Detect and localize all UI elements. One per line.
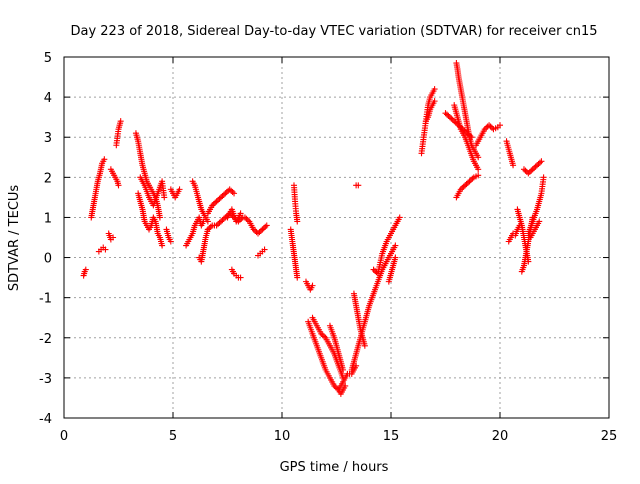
data-point [355, 182, 362, 189]
data-point [261, 246, 268, 253]
data-point [294, 218, 301, 225]
data-point [176, 186, 183, 193]
data-point [497, 122, 503, 129]
x-tick-label: 10 [274, 429, 291, 444]
x-axis-label: GPS time / hours [280, 460, 389, 475]
x-tick-label: 15 [383, 429, 400, 444]
y-tick-label: -3 [39, 372, 52, 387]
data-point [475, 172, 482, 179]
data-point [392, 242, 399, 249]
data-point [263, 222, 270, 229]
data-point [396, 214, 403, 221]
data-point [392, 254, 399, 261]
data-point [431, 86, 438, 93]
chart-title: Day 223 of 2018, Sidereal Day-to-day VTE… [70, 24, 597, 39]
y-tick-label: -1 [39, 292, 52, 307]
axes [63, 56, 610, 419]
data-point [159, 242, 166, 249]
data-point [431, 98, 438, 105]
y-axis-label: SDTVAR / TECUs [7, 185, 22, 292]
data-point [309, 282, 316, 289]
x-tick-label: 20 [492, 429, 509, 444]
y-tick-label: -4 [39, 412, 52, 427]
y-tick-label: -2 [39, 332, 52, 347]
data-point [102, 246, 109, 253]
data-point [115, 182, 122, 189]
data-point [101, 156, 108, 163]
data-point [340, 374, 347, 381]
y-tick-label: 2 [44, 171, 52, 186]
y-tick-label: 1 [44, 211, 52, 226]
data-point [340, 366, 347, 373]
y-tick-label: 5 [44, 51, 52, 66]
data-point [82, 266, 89, 273]
data-point [540, 174, 547, 181]
tick-labels: 0 5 10 15 20 25 -4 -3 -2 -1 0 1 2 3 4 5 [39, 51, 617, 444]
plot-frame [63, 56, 610, 419]
data-point [510, 162, 517, 169]
y-tick-label: 0 [44, 252, 52, 267]
data-point [475, 166, 482, 173]
y-tick-label: 4 [44, 91, 52, 106]
data-point [538, 158, 545, 165]
y-tick-label: 3 [44, 131, 52, 146]
data-point [167, 238, 174, 245]
data-point [204, 218, 211, 225]
data-point [237, 274, 244, 281]
x-tick-label: 5 [169, 429, 177, 444]
data-point [161, 194, 168, 201]
x-tick-label: 25 [601, 429, 618, 444]
data-point [294, 274, 301, 281]
data-point [361, 342, 368, 349]
data-point [110, 234, 117, 241]
x-tick-label: 0 [60, 429, 68, 444]
data-point [536, 218, 543, 225]
data-points [80, 60, 547, 397]
data-point [156, 214, 163, 221]
data-point [237, 210, 244, 217]
data-point [231, 190, 238, 197]
data-point [117, 118, 124, 125]
data-point [475, 154, 482, 161]
data-point [342, 382, 349, 389]
